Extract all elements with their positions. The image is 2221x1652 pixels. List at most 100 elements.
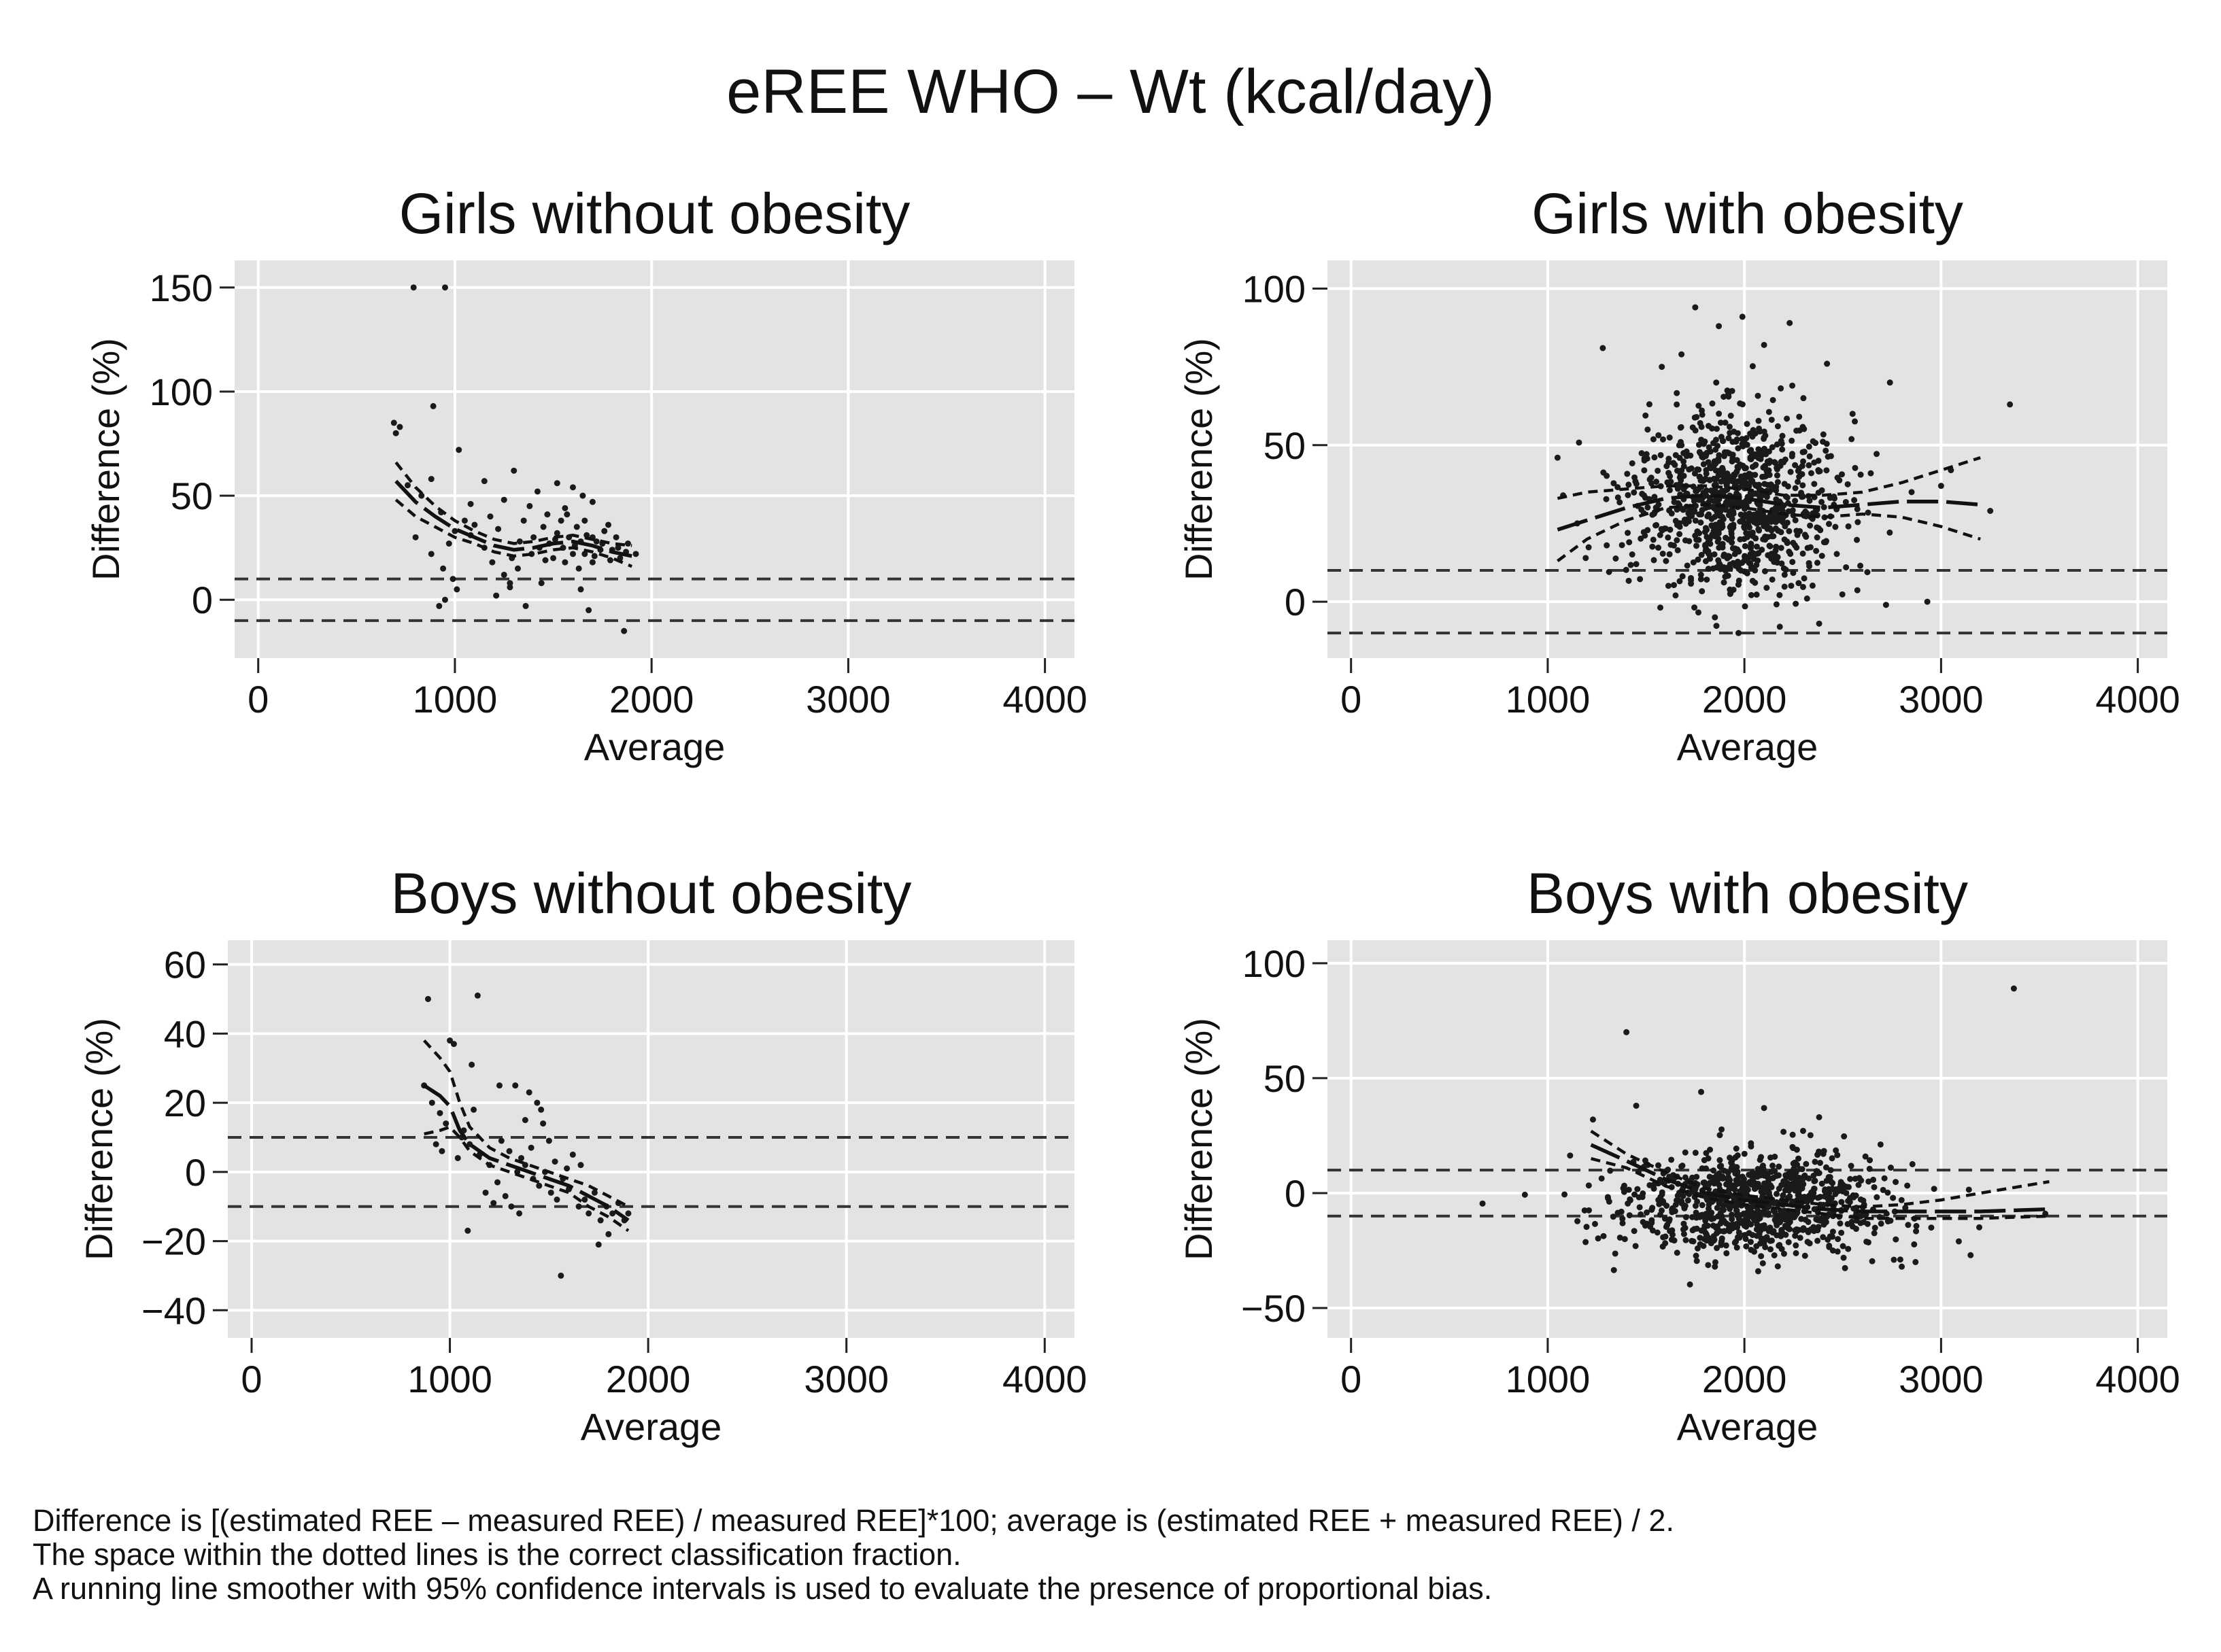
data-point bbox=[1757, 1227, 1764, 1234]
data-point bbox=[1692, 1203, 1699, 1209]
data-point bbox=[1866, 1165, 1873, 1172]
data-point bbox=[1758, 1253, 1765, 1260]
data-point bbox=[1648, 1217, 1655, 1224]
data-point bbox=[1743, 1243, 1750, 1250]
data-point bbox=[1627, 1197, 1633, 1204]
data-point bbox=[1692, 1150, 1699, 1156]
data-point bbox=[1707, 1213, 1714, 1220]
data-point bbox=[1848, 1218, 1855, 1225]
data-point bbox=[2010, 985, 2017, 992]
data-point bbox=[1716, 323, 1723, 330]
x-tick-label: 4000 bbox=[1002, 1358, 1087, 1400]
data-point bbox=[1689, 1214, 1695, 1220]
y-tick-label: 50 bbox=[171, 475, 213, 517]
data-point bbox=[1924, 598, 1931, 605]
data-point bbox=[613, 534, 620, 540]
data-point bbox=[1824, 360, 1831, 367]
data-point bbox=[1820, 438, 1827, 445]
data-point bbox=[1787, 1175, 1794, 1182]
data-point bbox=[1733, 1207, 1740, 1214]
data-point bbox=[1811, 481, 1818, 487]
data-point bbox=[1765, 534, 1771, 540]
data-point bbox=[1733, 438, 1740, 445]
y-tick-label: 100 bbox=[1242, 267, 1306, 310]
data-point bbox=[1773, 601, 1780, 608]
data-point bbox=[1780, 1192, 1786, 1199]
data-point bbox=[1703, 577, 1710, 583]
data-point bbox=[1757, 502, 1763, 509]
data-point bbox=[1663, 463, 1670, 470]
data-point bbox=[1908, 489, 1915, 496]
data-point bbox=[1760, 1169, 1767, 1175]
data-point bbox=[1761, 1235, 1768, 1242]
data-point bbox=[1716, 1200, 1723, 1207]
data-point bbox=[1663, 1224, 1669, 1231]
data-point bbox=[1862, 1153, 1869, 1160]
data-point bbox=[1741, 1175, 1748, 1182]
data-point bbox=[1816, 620, 1822, 627]
data-point bbox=[1737, 511, 1744, 518]
data-point bbox=[1704, 1197, 1711, 1203]
data-point bbox=[1688, 465, 1695, 472]
data-point bbox=[1644, 1209, 1650, 1216]
data-point bbox=[1643, 451, 1650, 458]
data-point bbox=[1627, 562, 1634, 568]
data-point bbox=[1816, 1160, 1823, 1167]
data-point bbox=[1854, 506, 1861, 513]
data-point bbox=[1610, 1267, 1617, 1273]
data-point bbox=[1800, 395, 1807, 402]
y-tick-label: 0 bbox=[1285, 1172, 1306, 1215]
data-point bbox=[1650, 536, 1657, 543]
data-point bbox=[605, 1231, 612, 1237]
data-point bbox=[1765, 517, 1771, 524]
data-point bbox=[1702, 475, 1709, 482]
data-point bbox=[1716, 1228, 1723, 1235]
data-point bbox=[1843, 564, 1850, 570]
data-point bbox=[1676, 531, 1683, 538]
data-point bbox=[564, 1165, 571, 1172]
data-point bbox=[1768, 527, 1775, 534]
data-point bbox=[1878, 1220, 1884, 1227]
y-tick-label: 0 bbox=[192, 579, 213, 621]
data-point bbox=[1705, 550, 1712, 557]
data-point bbox=[1852, 1175, 1859, 1182]
data-point bbox=[1818, 498, 1825, 505]
data-point bbox=[1669, 1205, 1676, 1211]
data-point bbox=[593, 538, 600, 545]
data-point bbox=[1674, 547, 1681, 553]
data-point bbox=[1854, 536, 1861, 543]
data-point bbox=[1825, 521, 1832, 528]
data-point bbox=[1795, 1226, 1802, 1233]
data-point bbox=[1698, 511, 1705, 518]
data-point bbox=[506, 1148, 513, 1154]
data-point bbox=[1698, 551, 1705, 558]
data-point bbox=[1684, 562, 1691, 569]
data-point bbox=[1769, 396, 1776, 403]
data-point bbox=[1667, 526, 1674, 533]
data-point bbox=[1697, 1241, 1703, 1247]
data-point bbox=[1749, 1202, 1756, 1209]
data-point bbox=[1722, 573, 1729, 580]
data-point bbox=[1682, 1203, 1689, 1209]
data-point bbox=[1655, 1162, 1662, 1169]
data-point bbox=[1733, 490, 1740, 497]
data-point bbox=[1753, 591, 1760, 598]
data-point bbox=[1714, 538, 1721, 545]
data-point bbox=[1625, 577, 1632, 584]
data-point bbox=[1680, 458, 1687, 465]
data-point bbox=[1792, 485, 1799, 492]
data-point bbox=[1780, 1129, 1787, 1135]
data-point bbox=[1698, 1088, 1705, 1095]
data-point bbox=[1865, 1178, 1872, 1185]
data-point bbox=[586, 607, 592, 614]
y-tick-label: 60 bbox=[164, 944, 206, 986]
data-point bbox=[1650, 436, 1657, 443]
data-point bbox=[1763, 1173, 1770, 1180]
data-point bbox=[1833, 1147, 1839, 1154]
data-point bbox=[1793, 1250, 1799, 1256]
data-point bbox=[1814, 560, 1820, 566]
smoother-lower-ci bbox=[424, 1125, 630, 1233]
data-point bbox=[1706, 1180, 1713, 1186]
data-point bbox=[1771, 459, 1778, 466]
